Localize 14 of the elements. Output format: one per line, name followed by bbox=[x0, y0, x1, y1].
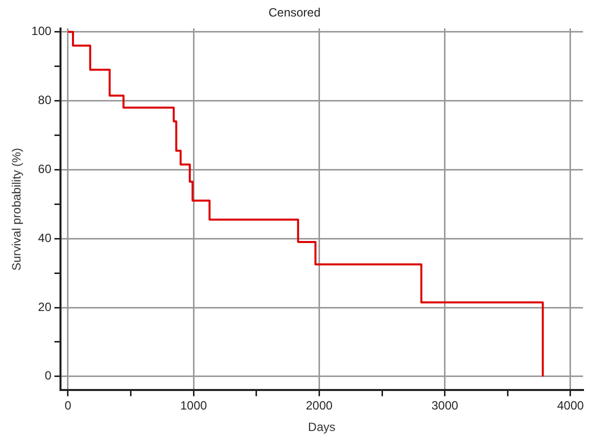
y-tick-label: 20 bbox=[38, 300, 52, 314]
y-tick-label: 80 bbox=[38, 93, 52, 108]
chart-title: Censored bbox=[268, 6, 321, 20]
y-axis-title: Survival probability (%) bbox=[10, 148, 24, 271]
x-axis-title: Days bbox=[308, 420, 336, 434]
x-tick-label: 0 bbox=[64, 398, 72, 413]
y-tick-label: 0 bbox=[44, 368, 52, 383]
y-tick-label: 40 bbox=[38, 230, 52, 245]
x-tick-label: 1000 bbox=[180, 398, 208, 413]
y-tick-label: 100 bbox=[31, 24, 52, 38]
x-tick-label: 2000 bbox=[306, 398, 333, 413]
y-tick-label: 60 bbox=[38, 162, 52, 176]
x-tick-label: 4000 bbox=[557, 398, 584, 413]
x-tick-label: 3000 bbox=[431, 398, 458, 413]
